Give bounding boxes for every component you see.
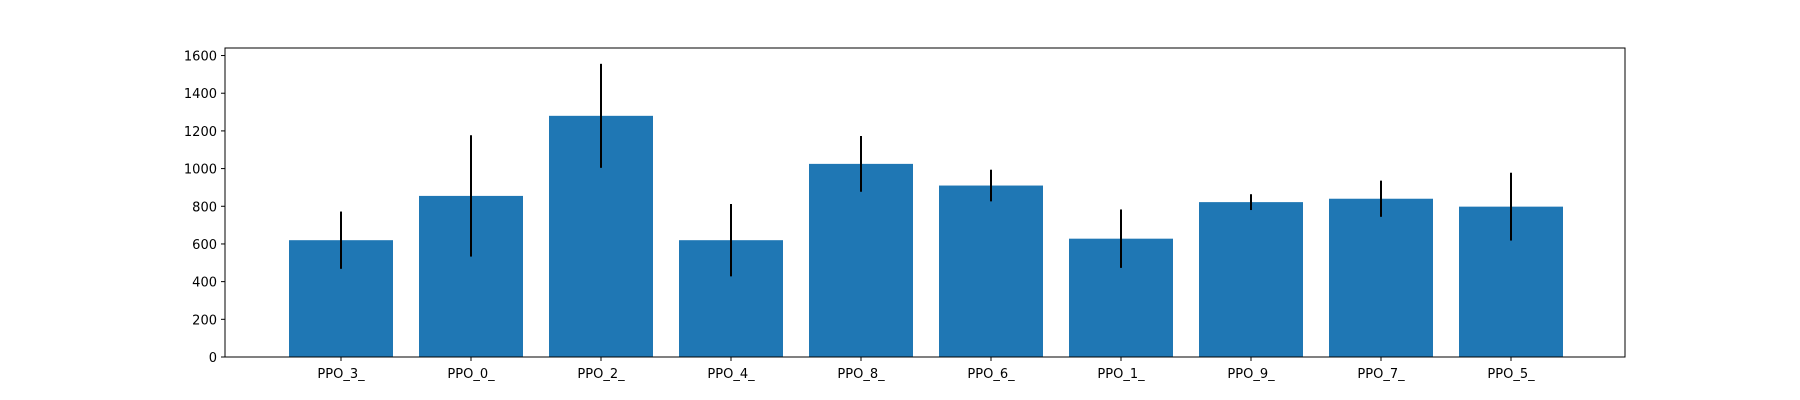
y-tick-label: 800 bbox=[192, 200, 217, 215]
bar-PPO_9_ bbox=[1199, 202, 1303, 357]
bar-PPO_6_ bbox=[939, 185, 1043, 357]
y-tick-label: 200 bbox=[192, 313, 217, 328]
y-tick-label: 0 bbox=[209, 351, 217, 366]
y-tick-label: 1400 bbox=[184, 87, 217, 102]
x-tick-label: PPO_1_ bbox=[1097, 367, 1145, 382]
y-tick-label: 1200 bbox=[184, 125, 217, 140]
bar-PPO_7_ bbox=[1329, 198, 1433, 357]
x-tick-label: PPO_8_ bbox=[837, 367, 885, 382]
y-tick-label: 1600 bbox=[184, 50, 217, 65]
error-bars-layer bbox=[340, 63, 1512, 277]
bar-PPO_8_ bbox=[809, 163, 913, 357]
y-tick-label: 1000 bbox=[184, 163, 217, 178]
x-axis: PPO_3_ PPO_0_ PPO_2_ PPO_4_ PPO_8_ PPO_6_ PPO_… bbox=[317, 357, 1535, 382]
x-tick-label: PPO_3_ bbox=[317, 367, 365, 382]
y-axis: 0 200 400 600 800 1000 1200 1400 1600 bbox=[184, 50, 225, 366]
x-tick-label: PPO_4_ bbox=[707, 367, 755, 382]
x-tick-label: PPO_7_ bbox=[1357, 367, 1405, 382]
x-tick-label: PPO_0_ bbox=[447, 367, 495, 382]
x-tick-label: PPO_5_ bbox=[1487, 367, 1535, 382]
x-tick-label: PPO_2_ bbox=[577, 367, 625, 382]
plot-frame bbox=[224, 47, 1626, 358]
x-tick-label: PPO_6_ bbox=[967, 367, 1015, 382]
y-tick-label: 400 bbox=[192, 276, 217, 291]
bars-layer bbox=[289, 115, 1563, 357]
y-tick-label: 600 bbox=[192, 238, 217, 253]
x-tick-label: PPO_9_ bbox=[1227, 367, 1275, 382]
